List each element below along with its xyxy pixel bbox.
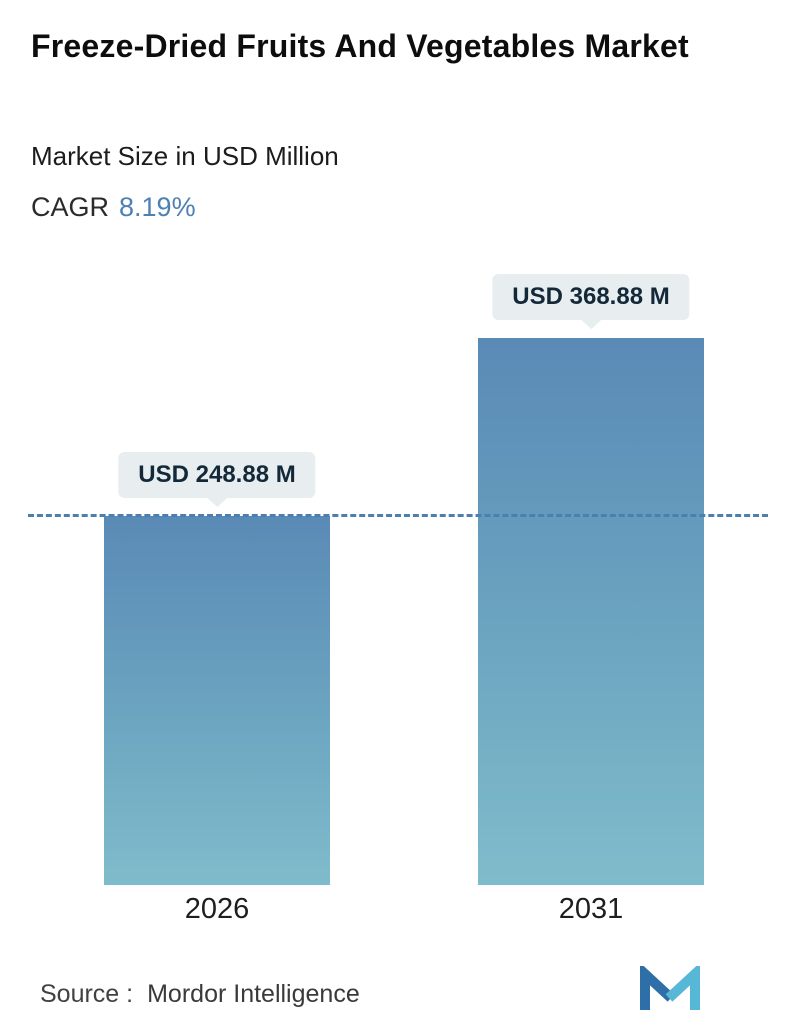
cagr-label: CAGR — [31, 192, 110, 222]
x-axis-label-2031: 2031 — [558, 893, 624, 925]
cagr-reference-line — [28, 514, 768, 517]
source-label: Source : — [40, 980, 134, 1008]
chart-title: Freeze-Dried Fruits And Vegetables Marke… — [31, 28, 689, 64]
callout-pointer-icon — [206, 497, 228, 507]
bar-2026 — [104, 516, 330, 885]
cagr-row: CAGR 8.19% — [31, 192, 196, 223]
callout-pointer-icon — [580, 319, 602, 329]
mordor-intelligence-logo — [640, 966, 700, 1010]
bar-value-pill: USD 248.88 M — [118, 452, 316, 498]
source-attribution: Source : Mordor Intelligence — [40, 980, 360, 1009]
source-value: Mordor Intelligence — [147, 980, 360, 1008]
chart-subtitle: Market Size in USD Million — [31, 141, 339, 171]
x-axis-label-2026: 2026 — [184, 893, 250, 925]
bar-value-callout-2026: USD 248.88 M — [118, 452, 316, 507]
bar-value-callout-2031: USD 368.88 M — [492, 274, 690, 329]
bar-value-pill: USD 368.88 M — [492, 274, 690, 320]
bar-2031 — [478, 338, 704, 885]
cagr-value: 8.19% — [119, 192, 196, 222]
